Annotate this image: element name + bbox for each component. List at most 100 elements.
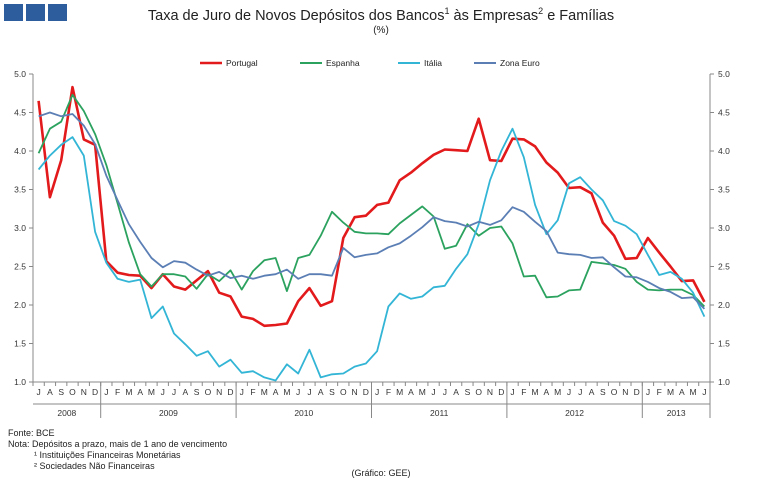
series-line-itália [37, 127, 706, 382]
x-tick-label: O [340, 387, 347, 397]
year-label: 2010 [294, 408, 313, 418]
note-item: ¹ Instituições Financeiras Monetárias [34, 450, 181, 460]
brand-logo [4, 4, 68, 21]
y-tick-label-right: 5.0 [718, 69, 730, 79]
x-tick-label: M [261, 387, 268, 397]
x-tick-label: D [227, 387, 233, 397]
logo-block [48, 4, 67, 21]
x-tick-label: M [125, 387, 132, 397]
legend-label: Itália [424, 58, 442, 68]
x-tick-label: F [250, 387, 255, 397]
x-tick-label: A [318, 387, 324, 397]
y-tick-label-right: 3.0 [718, 223, 730, 233]
x-tick-label: O [611, 387, 618, 397]
series-line-zona-euro [38, 111, 706, 310]
chart-credit: (Gráfico: GEE) [351, 468, 411, 478]
x-tick-label: S [329, 387, 335, 397]
chart-subtitle: (%) [373, 25, 389, 36]
note-item: ² Sociedades Não Financeiras [34, 461, 155, 471]
x-tick-label: J [161, 387, 165, 397]
x-tick-label: J [646, 387, 650, 397]
y-tick-label-right: 4.5 [718, 108, 730, 118]
x-tick-label: J [510, 387, 514, 397]
title-text: às Empresas [449, 7, 539, 24]
x-tick-label: J [172, 387, 176, 397]
x-tick-label: D [634, 387, 640, 397]
title-text: e Famílias [543, 7, 615, 24]
x-tick-label: A [453, 387, 459, 397]
y-tick-label-right: 2.0 [718, 300, 730, 310]
x-tick-label: J [431, 387, 435, 397]
y-tick-label-left: 1.5 [14, 339, 26, 349]
x-tick-label: J [37, 387, 41, 397]
x-tick-label: A [408, 387, 414, 397]
x-tick-label: M [396, 387, 403, 397]
x-tick-label: F [115, 387, 120, 397]
y-tick-label-right: 2.5 [718, 262, 730, 272]
x-tick-label: M [532, 387, 539, 397]
title-superscript: 1 [444, 6, 450, 16]
x-tick-label: M [419, 387, 426, 397]
x-tick-label: A [679, 387, 685, 397]
y-tick-label-left: 4.0 [14, 146, 26, 156]
x-tick-label: A [182, 387, 188, 397]
x-tick-label: S [600, 387, 606, 397]
x-tick-label: J [702, 387, 706, 397]
legend-label: Portugal [226, 58, 258, 68]
x-tick-label: J [104, 387, 108, 397]
y-tick-label-right: 4.0 [718, 146, 730, 156]
x-tick-label: A [589, 387, 595, 397]
x-tick-label: M [148, 387, 155, 397]
x-tick-label: N [352, 387, 358, 397]
x-tick-label: A [137, 387, 143, 397]
x-tick-label: D [363, 387, 369, 397]
x-tick-label: N [487, 387, 493, 397]
year-label: 2013 [667, 408, 686, 418]
x-tick-label: M [690, 387, 697, 397]
year-label: 2012 [565, 408, 584, 418]
y-tick-label-left: 3.5 [14, 185, 26, 195]
year-label: 2008 [57, 408, 76, 418]
x-tick-label: F [657, 387, 662, 397]
x-tick-label: J [567, 387, 571, 397]
y-tick-label-left: 2.5 [14, 262, 26, 272]
y-tick-label-right: 1.5 [718, 339, 730, 349]
x-tick-label: O [69, 387, 76, 397]
x-tick-label: O [205, 387, 212, 397]
x-tick-label: M [667, 387, 674, 397]
x-tick-label: M [283, 387, 290, 397]
source-text: Fonte: BCE [8, 428, 55, 438]
year-label: 2011 [430, 408, 449, 418]
x-tick-label: F [386, 387, 391, 397]
x-tick-label: S [194, 387, 200, 397]
series-line-portugal [37, 85, 706, 328]
y-tick-label-left: 3.0 [14, 223, 26, 233]
x-tick-label: S [58, 387, 64, 397]
x-tick-label: A [273, 387, 279, 397]
x-tick-label: N [622, 387, 628, 397]
x-tick-label: N [216, 387, 222, 397]
logo-block [4, 4, 23, 21]
series-line-espanha [37, 93, 706, 308]
x-tick-label: J [307, 387, 311, 397]
note-text: Nota: Depósitos a prazo, mais de 1 ano d… [8, 439, 228, 449]
x-tick-label: F [521, 387, 526, 397]
x-tick-label: J [578, 387, 582, 397]
x-tick-label: M [554, 387, 561, 397]
x-tick-label: A [47, 387, 53, 397]
y-tick-label-left: 5.0 [14, 69, 26, 79]
x-tick-label: J [296, 387, 300, 397]
x-tick-label: D [498, 387, 504, 397]
y-tick-label-left: 2.0 [14, 300, 26, 310]
y-tick-label-right: 1.0 [718, 377, 730, 387]
legend-label: Espanha [326, 58, 360, 68]
y-tick-label-right: 3.5 [718, 185, 730, 195]
legend-label: Zona Euro [500, 58, 540, 68]
y-tick-label-left: 4.5 [14, 108, 26, 118]
logo-block [26, 4, 45, 21]
y-tick-label-left: 1.0 [14, 377, 26, 387]
x-tick-label: S [465, 387, 471, 397]
x-tick-label: J [240, 387, 244, 397]
title-text: Taxa de Juro de Novos Depósitos dos Banc… [147, 7, 445, 24]
chart-title: Taxa de Juro de Novos Depósitos dos Banc… [0, 6, 762, 24]
